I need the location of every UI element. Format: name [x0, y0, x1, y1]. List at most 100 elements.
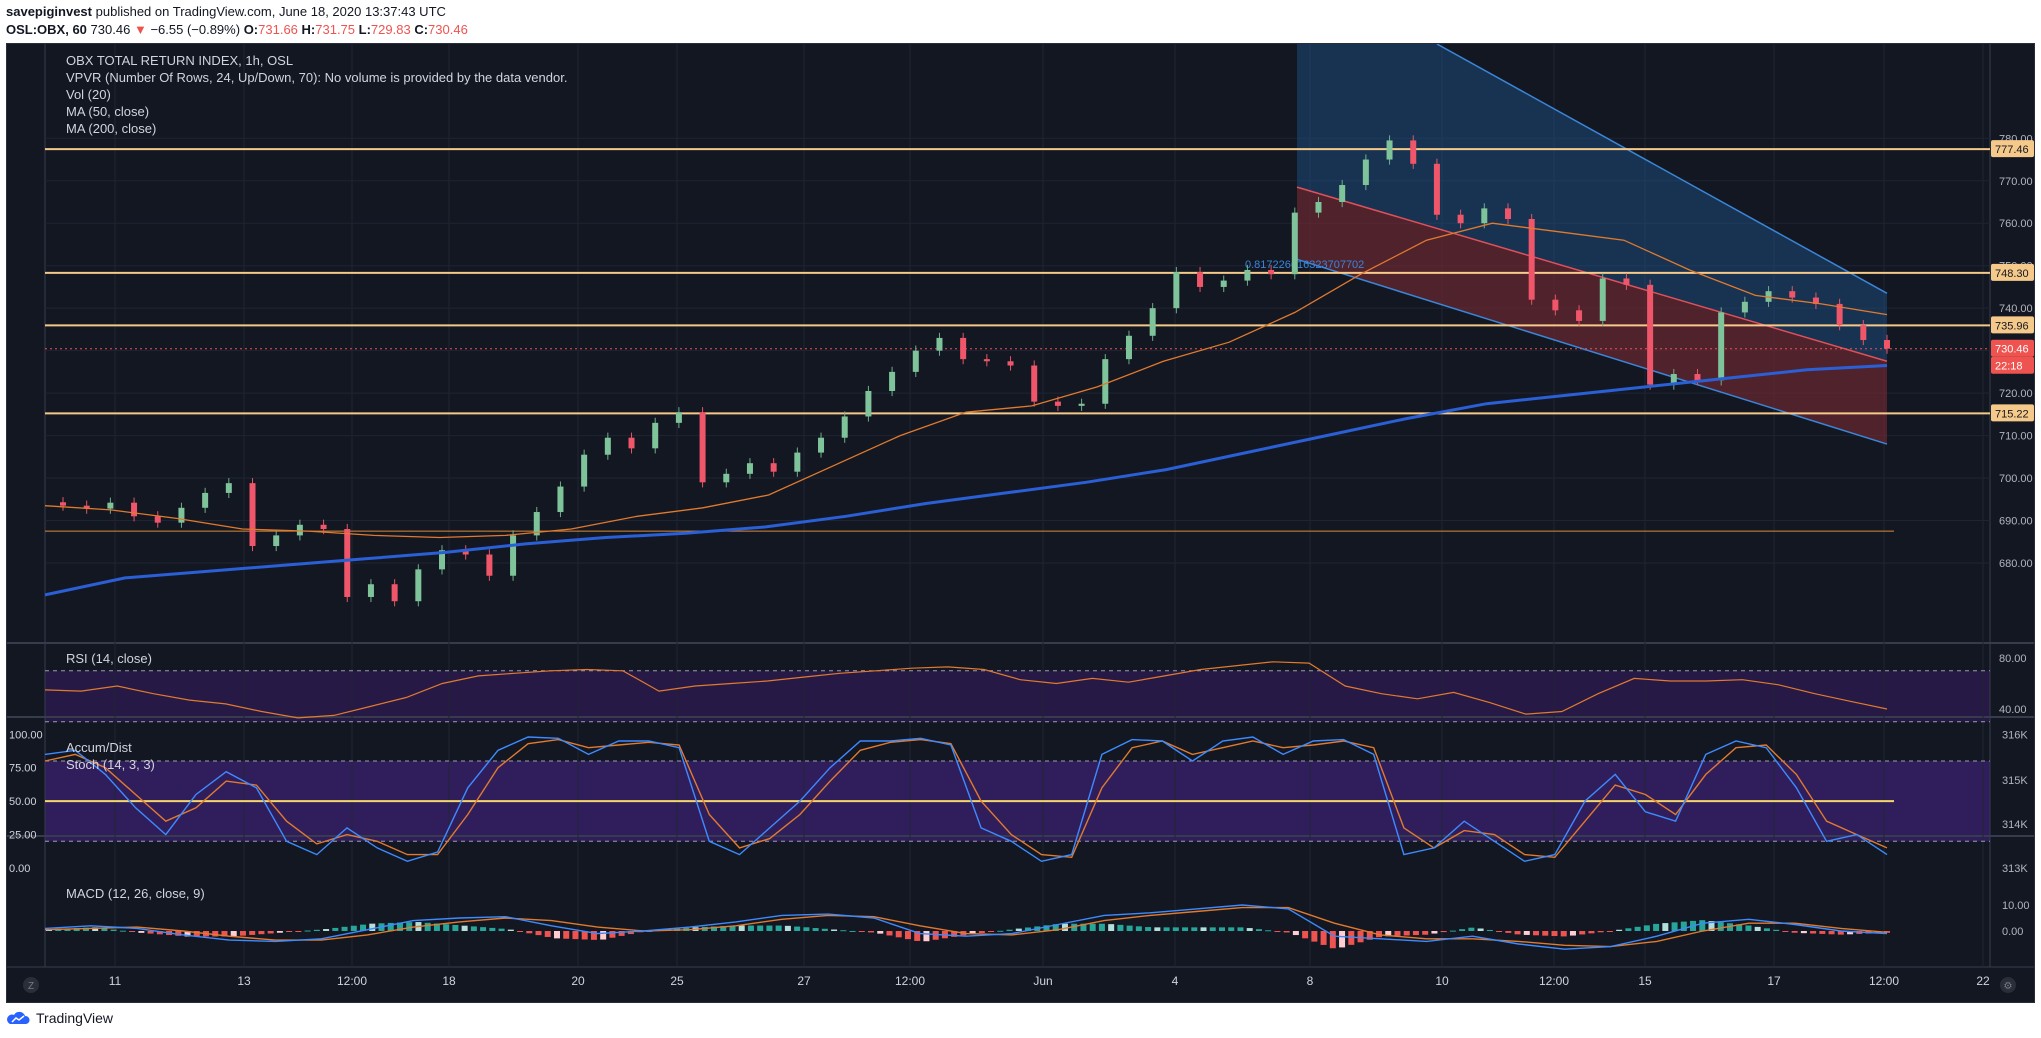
macd-histogram-bar: [997, 930, 1004, 932]
legend-ma200[interactable]: MA (200, close): [66, 121, 157, 136]
ma50-line: [44, 222, 1888, 539]
candle-body: [1670, 374, 1677, 385]
author-name[interactable]: savepiginvest: [6, 4, 92, 19]
macd-histogram-bar: [627, 931, 634, 935]
tradingview-logo[interactable]: TradingView: [6, 1010, 113, 1026]
last-price: 730.46: [90, 22, 131, 37]
candle-body: [1812, 297, 1819, 304]
candle-body: [1433, 163, 1440, 215]
time-tick-label: 11: [109, 974, 122, 988]
macd-histogram-bar: [323, 929, 330, 931]
macd-histogram-bar: [1680, 921, 1687, 931]
macd-histogram-bar: [711, 926, 718, 931]
macd-histogram-bar: [1025, 927, 1032, 931]
chart-svg[interactable]: 680.00690.00700.00710.00720.00730.00740.…: [7, 44, 2034, 1002]
candle-body: [1576, 310, 1583, 321]
rsi-line: [44, 661, 1888, 719]
legend-rsi[interactable]: RSI (14, close): [66, 651, 152, 666]
publish-text: published on TradingView.com, June 18, 2…: [95, 4, 446, 19]
macd-histogram-bar: [1828, 931, 1835, 935]
price-tick-label: 700.00: [1999, 473, 2033, 485]
legend-macd[interactable]: MACD (12, 26, close, 9): [66, 886, 205, 901]
candle-body: [486, 554, 493, 576]
legend-stoch[interactable]: Stoch (14, 3, 3): [66, 757, 155, 772]
rsi-tick-label: 40.00: [1999, 704, 2027, 716]
macd-histogram-bar: [609, 931, 616, 938]
macd-histogram-bar: [1098, 923, 1105, 931]
candle-body: [770, 463, 777, 472]
macd-histogram-bar: [747, 925, 754, 931]
time-tick-label: 4: [1172, 974, 1179, 988]
macd-histogram-bar: [1726, 923, 1733, 931]
macd-histogram-bar: [1671, 922, 1678, 931]
macd-histogram-bar: [1717, 922, 1724, 931]
time-tick-label: 12:00: [895, 974, 925, 988]
price-axis-label: 748.30: [1995, 268, 2029, 280]
time-tick-label: 15: [1638, 974, 1652, 988]
macd-histogram-bar: [1228, 927, 1235, 931]
candle-body: [83, 505, 90, 509]
candle-body: [131, 502, 138, 517]
candle-body: [510, 535, 517, 576]
legend-title[interactable]: OBX TOTAL RETURN INDEX, 1h, OSL: [66, 53, 294, 68]
macd-histogram-bar: [1477, 928, 1484, 931]
macd-histogram-bar: [1810, 931, 1817, 934]
stoch-k-line: [44, 736, 1888, 863]
macd-line: [44, 904, 1888, 950]
macd-histogram-bar: [276, 931, 283, 933]
macd-histogram-bar: [877, 931, 884, 934]
candle-body: [841, 416, 848, 438]
macd-histogram-bar: [821, 928, 828, 931]
candle-body: [296, 524, 303, 536]
macd-histogram-bar: [553, 931, 560, 939]
macd-histogram-bar: [932, 931, 939, 940]
price-axis-label-bg: [1991, 404, 2034, 422]
legend-vpvr[interactable]: VPVR (Number Of Rows, 24, Up/Down, 70): …: [66, 70, 568, 85]
fib-ratio-label: 0.817226616323707702: [1245, 259, 1364, 271]
candle-body: [107, 502, 114, 509]
candle-body: [1694, 374, 1701, 381]
accum-tick-label: 316K: [2002, 729, 2028, 741]
legend-vol[interactable]: Vol (20): [66, 87, 111, 102]
macd-histogram-bar: [1191, 927, 1198, 931]
macd-histogram-bar: [849, 930, 856, 932]
macd-histogram-bar: [581, 931, 588, 940]
candle-body: [889, 371, 896, 391]
macd-histogram-bar: [313, 929, 320, 931]
macd-histogram-bar: [110, 929, 117, 931]
macd-histogram-bar: [286, 931, 293, 932]
macd-histogram-bar: [1708, 921, 1715, 931]
candle-body: [60, 502, 66, 506]
candle-body: [320, 524, 327, 530]
candle-body: [794, 452, 801, 472]
candle-body: [415, 569, 422, 602]
macd-histogram-bar: [858, 931, 865, 932]
rsi-legend: RSI (14, close): [66, 650, 152, 667]
macd-histogram-bar: [443, 924, 450, 931]
macd-histogram-bar: [914, 931, 921, 941]
open-label: O:: [243, 22, 259, 37]
legend-accum[interactable]: Accum/Dist: [66, 740, 132, 755]
legend-ma50[interactable]: MA (50, close): [66, 104, 150, 119]
symbol-label: OSL:OBX, 60: [6, 22, 87, 37]
macd-histogram-bar: [1255, 929, 1262, 931]
macd-histogram-bar: [720, 926, 727, 931]
macd-histogram-bar: [267, 931, 274, 934]
macd-histogram-bar: [221, 931, 228, 937]
lower-channel-fill: [1297, 187, 1887, 445]
macd-histogram-bar: [1071, 923, 1078, 931]
time-tick-label: Jun: [1033, 974, 1052, 988]
left-settings-glyph: Z: [28, 981, 34, 992]
macd-histogram-bar: [1080, 923, 1087, 931]
candle-body: [533, 512, 540, 536]
candle-body: [1007, 361, 1014, 366]
macd-histogram-bar: [1117, 924, 1124, 931]
price-legend: OBX TOTAL RETURN INDEX, 1h, OSL VPVR (Nu…: [66, 52, 567, 137]
macd-histogram-bar: [1218, 927, 1225, 931]
candle-body: [1504, 208, 1511, 219]
price-axis-label: 730.46: [1995, 344, 2029, 356]
macd-histogram-bar: [572, 931, 579, 940]
price-axis-label-bg: [1991, 339, 2034, 357]
chart-area[interactable]: 680.00690.00700.00710.00720.00730.00740.…: [6, 43, 2035, 1003]
macd-histogram-bar: [1643, 925, 1650, 931]
